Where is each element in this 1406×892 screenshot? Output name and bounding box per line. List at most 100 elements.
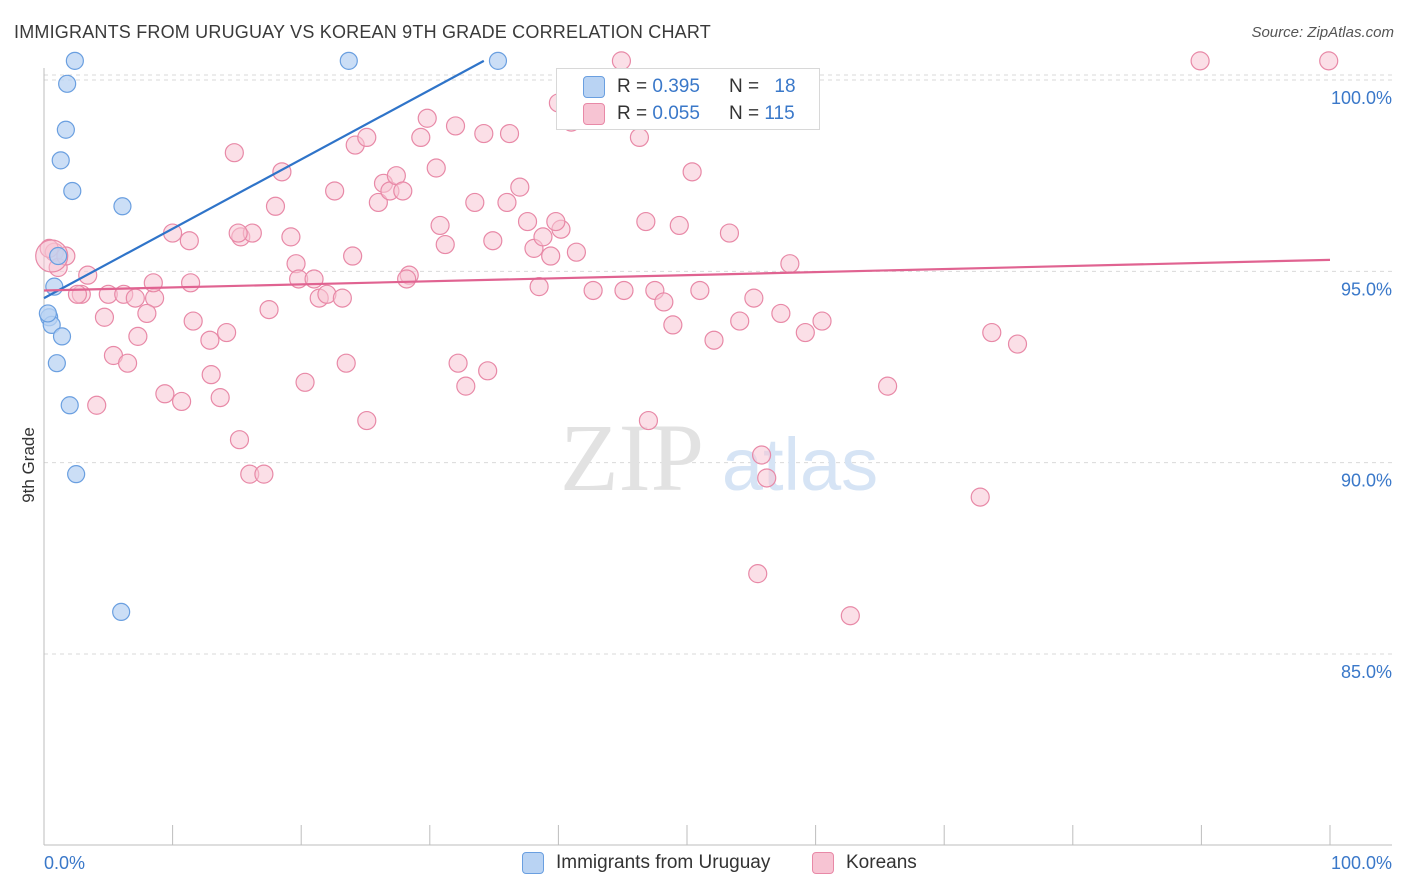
korean-point: [229, 430, 250, 450]
bottom-legend-label-koreans: Koreans: [846, 852, 917, 873]
korean-point: [87, 395, 107, 415]
korean-point: [128, 326, 148, 346]
uruguay-point: [52, 327, 72, 346]
legend-swatch-koreans: [583, 103, 605, 125]
korean-point: [704, 330, 724, 350]
koreans-trendline: [43, 258, 1331, 292]
korean-point: [1190, 51, 1210, 71]
korean-point: [456, 376, 476, 396]
korean-point: [1319, 51, 1339, 71]
uruguay-point: [488, 51, 508, 70]
korean-point: [840, 606, 860, 626]
korean-point: [228, 223, 248, 243]
legend-row-koreans: R = 0.055 N = 115: [557, 100, 819, 128]
y-tick-label: 90.0%: [1341, 471, 1392, 491]
watermark: ZIP atlas: [560, 404, 878, 511]
source-label: Source: ZipAtlas.com: [1251, 24, 1394, 41]
trendlines: [43, 59, 1331, 300]
korean-point: [669, 215, 689, 236]
bottom-legend-label-uruguay: Immigrants from Uruguay: [556, 852, 771, 873]
uruguay-point: [47, 354, 66, 373]
legend-r-value-koreans: 0.055: [652, 103, 700, 124]
legend-n-value-uruguay: 18: [774, 76, 796, 97]
legend-row-uruguay: R = 0.395 N = 18: [557, 73, 819, 101]
korean-point: [397, 269, 417, 289]
legend-swatch-uruguay: [583, 76, 605, 98]
uruguay-point: [63, 181, 82, 201]
korean-point: [200, 330, 220, 350]
korean-point: [94, 307, 115, 327]
korean-point: [744, 288, 764, 308]
chart-title: IMMIGRANTS FROM URUGUAY VS KOREAN 9TH GR…: [14, 22, 711, 42]
x-tick-label: 100.0%: [1331, 853, 1392, 873]
bottom-legend-koreans: Koreans: [812, 852, 917, 874]
korean-point: [179, 231, 199, 251]
korean-point: [172, 391, 192, 412]
korean-point: [448, 353, 468, 373]
korean-point: [730, 311, 750, 331]
korean-point: [510, 177, 530, 197]
x-tick-label: 0.0%: [44, 853, 85, 873]
uruguay-trendline: [43, 59, 485, 300]
y-tick-label: 85.0%: [1341, 662, 1392, 682]
gridlines: [44, 74, 1392, 655]
korean-point: [181, 273, 201, 293]
korean-point: [332, 288, 352, 308]
uruguay-point: [67, 465, 86, 484]
korean-point: [295, 372, 315, 392]
korean-point: [393, 181, 413, 201]
korean-point: [1007, 334, 1028, 354]
korean-point: [757, 468, 777, 488]
korean-point: [343, 246, 363, 266]
korean-point: [259, 300, 279, 320]
korean-point: [795, 322, 815, 343]
korean-point: [474, 123, 494, 144]
uruguay-point: [56, 120, 75, 139]
korean-point: [982, 322, 1002, 343]
korean-point: [529, 277, 549, 297]
legend-n-value-koreans: 115: [764, 103, 795, 124]
uruguay-points: [38, 51, 508, 622]
y-tick-label: 100.0%: [1331, 88, 1392, 108]
korean-point: [417, 108, 437, 128]
koreans-points: [35, 51, 1339, 626]
korean-point: [117, 353, 138, 373]
korean-point: [719, 223, 740, 243]
korean-point: [566, 242, 587, 262]
korean-point: [812, 311, 832, 331]
bottom-legend-swatch-uruguay: [522, 852, 544, 874]
korean-point: [636, 211, 656, 232]
korean-point: [771, 303, 791, 324]
korean-point: [682, 162, 702, 182]
korean-point: [499, 123, 520, 144]
stats-legend: R = 0.395 N = 18 R = 0.055 N = 115: [556, 68, 820, 130]
uruguay-point: [51, 151, 70, 170]
korean-point: [629, 127, 650, 147]
korean-point: [614, 280, 634, 301]
korean-point: [638, 410, 659, 431]
korean-point: [517, 211, 538, 232]
korean-point: [583, 280, 603, 301]
korean-point: [357, 410, 377, 431]
korean-point: [426, 158, 446, 178]
korean-point: [125, 288, 145, 308]
legend-n-label: N =: [729, 76, 765, 97]
korean-point: [690, 280, 710, 301]
korean-point: [357, 127, 377, 147]
uruguay-point: [113, 197, 132, 216]
korean-point: [183, 311, 203, 331]
korean-point: [254, 464, 274, 484]
korean-point: [210, 388, 230, 408]
korean-point: [970, 487, 990, 507]
korean-point: [780, 254, 800, 274]
korean-point: [497, 192, 517, 213]
watermark-atlas: atlas: [722, 423, 878, 506]
legend-r-label: R =: [617, 76, 653, 97]
korean-point: [541, 246, 561, 266]
korean-point: [67, 284, 88, 304]
korean-point: [465, 192, 485, 213]
bottom-legend-swatch-koreans: [812, 852, 834, 874]
uruguay-point: [49, 246, 68, 266]
uruguay-point: [112, 602, 131, 622]
korean-point: [137, 303, 157, 324]
